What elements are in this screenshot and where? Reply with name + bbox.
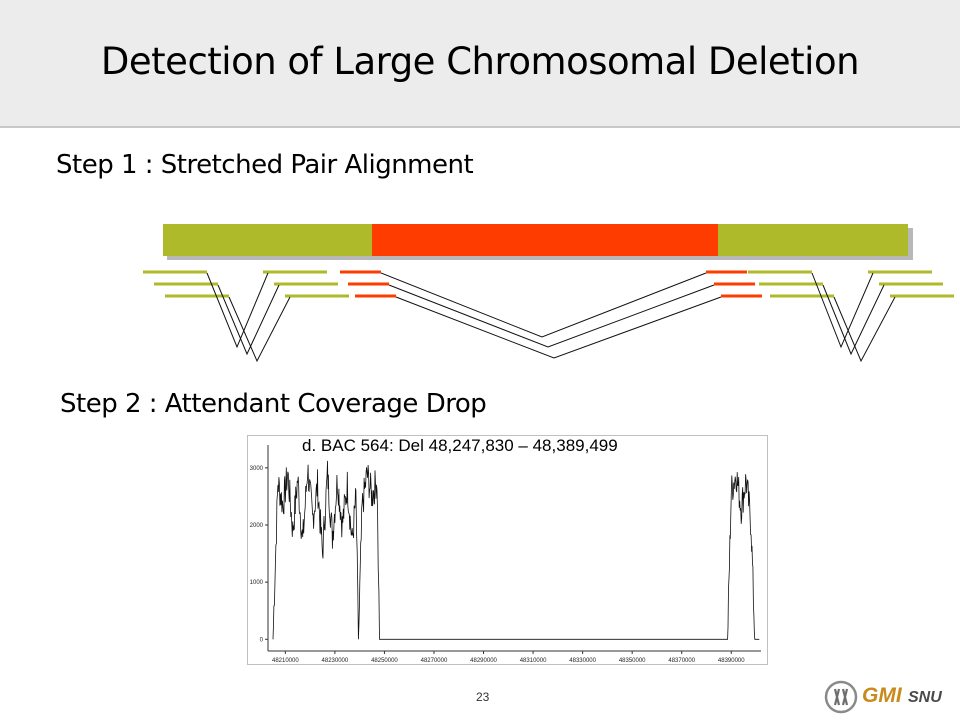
y-tick-label: 1000 — [250, 580, 264, 586]
x-tick-label: 48310000 — [520, 658, 547, 663]
slide-title: Detection of Large Chromosomal Deletion — [100, 40, 860, 83]
coverage-trace — [272, 460, 760, 640]
step2-label: Step 2 : Attendant Coverage Drop — [60, 389, 487, 419]
pair-link — [388, 284, 715, 348]
genome-right-normal — [718, 224, 908, 256]
x-tick-label: 48370000 — [668, 658, 695, 663]
pair-link — [217, 284, 280, 356]
x-tick-label: 48230000 — [322, 658, 349, 663]
x-tick-label: 48350000 — [619, 658, 646, 663]
y-tick-label: 3000 — [250, 466, 264, 472]
chart-title: d. BAC 564: Del 48,247,830 – 48,389,499 — [302, 436, 618, 455]
pair-link — [811, 272, 874, 349]
genome-deleted-region — [372, 224, 718, 256]
x-tick-label: 48330000 — [569, 658, 596, 663]
y-tick-label: 0 — [260, 637, 264, 643]
pair-link — [822, 284, 885, 356]
title-band — [0, 0, 960, 128]
pair-link — [228, 296, 291, 363]
right-normal-read-pairs — [748, 270, 954, 363]
page-number: 23 — [476, 690, 490, 704]
stretched-pair-diagram — [143, 224, 954, 363]
stretched-read-pairs — [340, 270, 762, 359]
coverage-chart-frame — [247, 435, 768, 665]
left-normal-read-pairs — [143, 270, 349, 363]
y-tick-label: 2000 — [250, 523, 264, 529]
gmi-snu-logo: GMI SNU — [822, 680, 957, 714]
pair-link — [833, 296, 896, 363]
pair-link — [380, 272, 707, 338]
x-tick-label: 48270000 — [421, 658, 448, 663]
logo-subtext: SNU — [908, 689, 942, 706]
pair-link — [395, 296, 722, 359]
x-tick-label: 48210000 — [272, 658, 299, 663]
x-tick-label: 48390000 — [718, 658, 745, 663]
coverage-chart: 0 1000 2000 3000 48210000 48230000 48250000 482… — [250, 445, 761, 663]
pair-link — [206, 272, 269, 349]
genome-left-normal — [163, 224, 372, 256]
chromosome-emblem-icon — [824, 680, 858, 714]
step1-label: Step 1 : Stretched Pair Alignment — [56, 150, 474, 180]
x-tick-label: 48290000 — [470, 658, 497, 663]
logo-text: GMI — [862, 684, 902, 707]
x-tick-label: 48250000 — [371, 658, 398, 663]
